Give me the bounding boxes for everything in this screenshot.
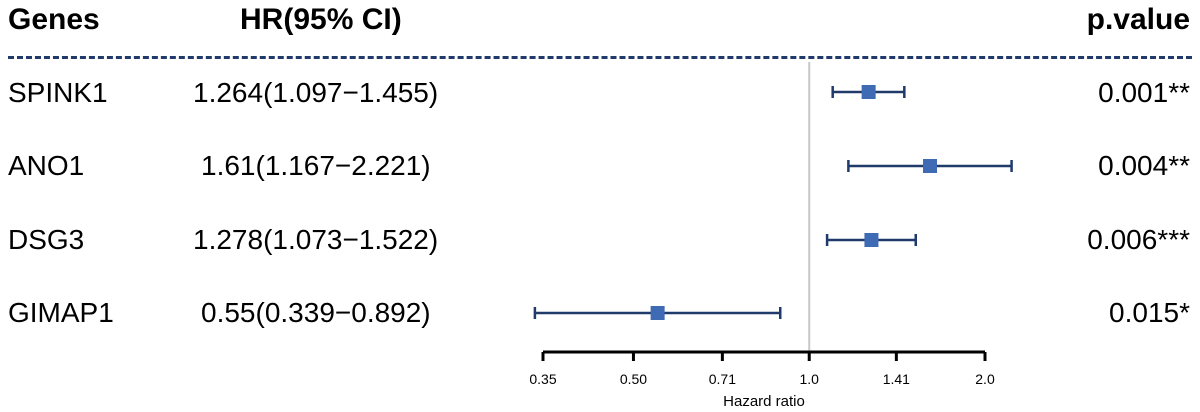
hr-ci-text: 0.55(0.339−0.892) [201,297,431,328]
gene-label: SPINK1 [8,77,108,108]
header-separator [8,56,1192,59]
x-tick-label: 1.41 [883,371,910,387]
x-tick-label: 2.0 [975,371,995,387]
p-value: 0.001** [1098,77,1190,108]
x-tick-label: 0.50 [620,371,647,387]
x-axis-label: Hazard ratio [723,393,805,410]
p-value: 0.015* [1109,297,1190,328]
header-hr: HR(95% CI) [240,3,402,36]
gene-label: ANO1 [8,150,85,181]
hr-ci-text: 1.278(1.073−1.522) [193,224,439,255]
gene-label: GIMAP1 [8,297,114,328]
hr-ci-text: 1.264(1.097−1.455) [193,77,439,108]
hr-point-marker [864,233,879,247]
gene-label: DSG3 [8,224,85,255]
hr-point-marker [650,306,665,320]
hr-point-marker [861,85,876,99]
p-value: 0.006*** [1087,224,1190,255]
header-pvalue: p.value [1086,3,1190,36]
hr-point-marker [922,159,937,173]
x-tick-label: 1.0 [799,371,819,387]
header-genes: Genes [8,3,100,36]
hr-ci-text: 1.61(1.167−2.221) [201,150,431,181]
x-tick-label: 0.35 [529,371,556,387]
x-tick-label: 0.71 [709,371,736,387]
p-value: 0.004** [1098,150,1190,181]
